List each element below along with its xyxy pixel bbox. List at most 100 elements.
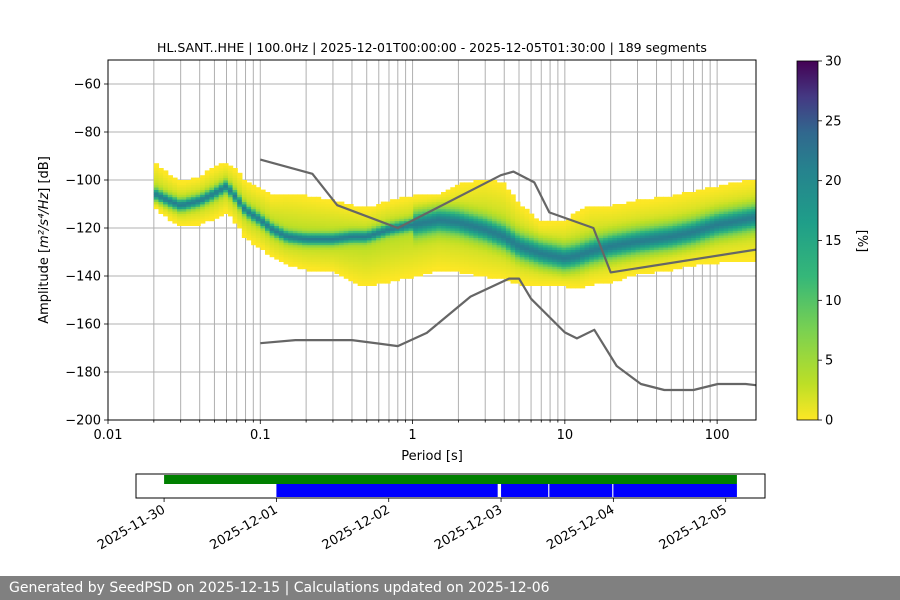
psd-cell [473, 220, 479, 224]
psd-cell [385, 247, 391, 250]
psd-cell [385, 278, 391, 282]
psd-cell [204, 204, 211, 207]
psd-cell [700, 230, 706, 234]
psd-cell [510, 240, 516, 243]
psd-cell [353, 273, 359, 277]
psd-cell [496, 271, 502, 274]
psd-cell [292, 261, 299, 265]
psd-cell [718, 208, 725, 212]
psd-cell [505, 261, 512, 265]
psd-cell [584, 259, 590, 262]
psd-cell [640, 232, 646, 236]
psd-cell [376, 244, 382, 248]
psd-cell [473, 211, 479, 214]
psd-cell [158, 177, 164, 181]
psd-cell [343, 213, 349, 217]
psd-cell [283, 223, 289, 226]
psd-cell [283, 220, 289, 224]
psd-cell [705, 237, 711, 241]
psd-cell [515, 225, 521, 229]
psd-cell [482, 204, 488, 207]
psd-cell [737, 216, 743, 219]
psd-cell [473, 196, 479, 200]
psd-cell [376, 264, 382, 267]
psd-cell [607, 280, 614, 284]
psd-cell [306, 252, 312, 255]
psd-cell [371, 252, 377, 255]
psd-cell [705, 201, 711, 205]
psd-cell [561, 261, 567, 265]
psd-cell [204, 199, 211, 202]
psd-cell [695, 196, 702, 200]
psd-cell [459, 242, 465, 246]
psd-cell [450, 242, 456, 246]
psd-cell [663, 216, 669, 219]
psd-cell [681, 201, 688, 205]
psd-cell [575, 278, 581, 282]
psd-cell [468, 266, 475, 270]
psd-cell [232, 170, 238, 174]
psd-cell [598, 252, 604, 255]
psd-cell [241, 220, 248, 224]
psd-cell [436, 232, 442, 236]
psd-cell [501, 182, 507, 186]
psd-cell [501, 199, 507, 202]
psd-cell [371, 235, 377, 238]
psd-cell [496, 235, 502, 238]
psd-cell [403, 225, 410, 229]
psd-cell [278, 237, 285, 241]
psd-cell [227, 201, 234, 205]
psd-cell [292, 228, 299, 231]
psd-cell [491, 261, 498, 265]
psd-cell [362, 216, 368, 219]
psd-cell [339, 237, 345, 241]
psd-cell [153, 206, 160, 210]
psd-cell [519, 252, 526, 255]
psd-cell [478, 225, 484, 229]
psd-cell [723, 218, 729, 222]
psd-cell [496, 256, 502, 260]
psd-cell [649, 228, 655, 231]
psd-cell [214, 182, 220, 186]
psd-cell [630, 216, 637, 219]
psd-cell [538, 271, 544, 274]
psd-cell [579, 280, 586, 284]
psd-cell [306, 211, 312, 214]
psd-cell [533, 228, 539, 231]
psd-cell [399, 254, 405, 258]
psd-cell [302, 259, 308, 262]
psd-cell [751, 225, 756, 229]
psd-cell [315, 261, 322, 265]
psd-cell [366, 228, 373, 231]
psd-cell [227, 187, 234, 190]
psd-cell [343, 273, 349, 277]
psd-cell [566, 242, 572, 246]
psd-cell [153, 192, 160, 195]
psd-cell [158, 189, 164, 193]
psd-cell [737, 240, 743, 243]
psd-cell [427, 230, 433, 234]
psd-cell [487, 223, 493, 226]
psd-cell [204, 201, 211, 205]
psd-cell [691, 223, 697, 226]
psd-cell [288, 237, 294, 241]
psd-cell [751, 220, 756, 224]
psd-cell [320, 211, 326, 214]
psd-cell [339, 225, 345, 229]
psd-cell [626, 223, 632, 226]
psd-cell [237, 182, 243, 186]
psd-cell [742, 252, 748, 255]
psd-cell [288, 220, 294, 224]
psd-cell [459, 230, 465, 234]
psd-cell [422, 218, 428, 222]
psd-cell [348, 249, 354, 253]
psd-cell [209, 189, 215, 193]
psd-cell [667, 242, 674, 246]
psd-cell [408, 232, 414, 236]
psd-cell [255, 223, 261, 226]
psd-cell [209, 199, 215, 202]
psd-cell [556, 254, 563, 258]
psd-cell [487, 254, 493, 258]
psd-cell [158, 192, 164, 195]
psd-cell [200, 208, 206, 212]
